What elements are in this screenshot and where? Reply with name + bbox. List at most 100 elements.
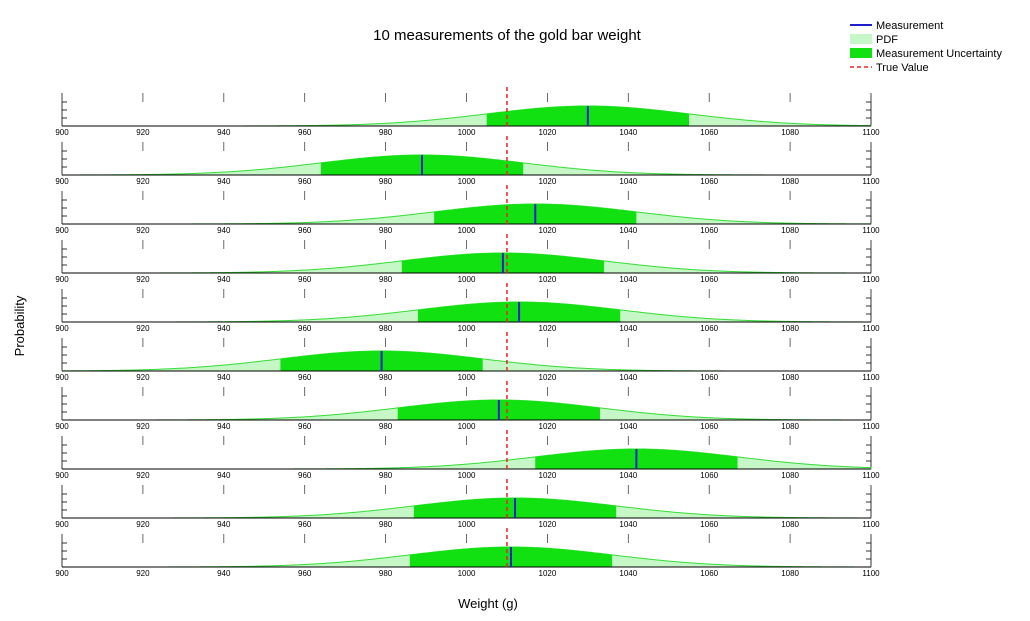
x-tick-label: 900: [55, 422, 69, 431]
x-tick-label: 1020: [539, 520, 557, 529]
x-tick-label: 1100: [862, 471, 880, 480]
x-tick-label: 960: [298, 569, 312, 578]
legend-label: Measurement Uncertainty: [876, 48, 1002, 60]
x-tick-label: 1060: [700, 275, 718, 284]
x-tick-label: 1060: [700, 324, 718, 333]
x-tick-label: 960: [298, 324, 312, 333]
x-tick-label: 1020: [539, 177, 557, 186]
panel-7: 900 920 940 960 980 1000 1020 1040 1060 1080 1100: [55, 381, 880, 431]
panel-4: 900 920 940 960 980 1000 1020 1040 1060 1080 1100: [55, 234, 880, 284]
x-tick-label: 1000: [458, 520, 476, 529]
x-tick-label: 1040: [619, 520, 637, 529]
x-tick-label: 900: [55, 324, 69, 333]
x-tick-label: 1000: [458, 275, 476, 284]
x-tick-label: 940: [217, 324, 231, 333]
legend-label: True Value: [876, 62, 929, 74]
x-tick-label: 940: [217, 226, 231, 235]
panels: 900 920 940 960 980 1000 1020 1040 1060 1080 1100 9…: [55, 87, 880, 578]
x-tick-label: 940: [217, 373, 231, 382]
x-tick-label: 1080: [781, 422, 799, 431]
x-tick-label: 1080: [781, 373, 799, 382]
x-tick-label: 1020: [539, 275, 557, 284]
x-tick-label: 1060: [700, 422, 718, 431]
x-tick-label: 1060: [700, 128, 718, 137]
x-tick-label: 980: [379, 520, 393, 529]
x-tick-label: 1060: [700, 471, 718, 480]
x-tick-label: 960: [298, 471, 312, 480]
legend: Measurement PDF Measurement Uncertainty Tru…: [850, 20, 1002, 74]
x-tick-label: 1060: [700, 177, 718, 186]
x-tick-label: 1080: [781, 324, 799, 333]
x-tick-label: 940: [217, 128, 231, 137]
x-tick-label: 920: [136, 422, 150, 431]
x-tick-label: 1080: [781, 128, 799, 137]
x-tick-label: 940: [217, 177, 231, 186]
x-tick-label: 1060: [700, 226, 718, 235]
panel-8: 900 920 940 960 980 1000 1020 1040 1060 1080 1100: [55, 430, 880, 480]
x-tick-label: 1000: [458, 471, 476, 480]
panel-9: 900 920 940 960 980 1000 1020 1040 1060 1080 1100: [55, 479, 880, 529]
x-tick-label: 1100: [862, 226, 880, 235]
x-tick-label: 1060: [700, 373, 718, 382]
panel-10: 900 920 940 960 980 1000 1020 1040 1060 1080 1100: [55, 528, 880, 578]
x-tick-label: 980: [379, 128, 393, 137]
x-tick-label: 1020: [539, 373, 557, 382]
x-tick-label: 940: [217, 471, 231, 480]
x-tick-label: 960: [298, 373, 312, 382]
x-tick-label: 1080: [781, 226, 799, 235]
x-tick-label: 980: [379, 226, 393, 235]
x-tick-label: 1020: [539, 471, 557, 480]
x-tick-label: 1040: [619, 324, 637, 333]
x-tick-label: 1100: [862, 275, 880, 284]
x-tick-label: 980: [379, 177, 393, 186]
x-tick-label: 940: [217, 275, 231, 284]
x-tick-label: 980: [379, 569, 393, 578]
x-tick-label: 960: [298, 177, 312, 186]
x-tick-label: 1100: [862, 177, 880, 186]
x-tick-label: 1040: [619, 128, 637, 137]
x-tick-label: 900: [55, 471, 69, 480]
x-tick-label: 920: [136, 569, 150, 578]
x-tick-label: 1080: [781, 275, 799, 284]
panel-2: 900 920 940 960 980 1000 1020 1040 1060 1080 1100: [55, 136, 880, 186]
x-tick-label: 920: [136, 373, 150, 382]
x-tick-label: 1000: [458, 569, 476, 578]
y-axis-label: Probability: [12, 295, 27, 356]
x-tick-label: 1080: [781, 471, 799, 480]
x-tick-label: 1100: [862, 520, 880, 529]
x-tick-label: 900: [55, 520, 69, 529]
x-tick-label: 1040: [619, 177, 637, 186]
x-tick-label: 1040: [619, 275, 637, 284]
x-tick-label: 1020: [539, 226, 557, 235]
x-tick-label: 1000: [458, 422, 476, 431]
x-tick-label: 1020: [539, 324, 557, 333]
x-tick-label: 920: [136, 324, 150, 333]
x-tick-label: 1100: [862, 128, 880, 137]
panel-1: 900 920 940 960 980 1000 1020 1040 1060 1080 1100: [55, 87, 880, 137]
x-tick-label: 1080: [781, 569, 799, 578]
panel-6: 900 920 940 960 980 1000 1020 1040 1060 1080 1100: [55, 332, 880, 382]
x-tick-label: 1040: [619, 226, 637, 235]
x-tick-label: 1060: [700, 520, 718, 529]
x-tick-label: 920: [136, 520, 150, 529]
legend-label: Measurement: [876, 20, 943, 32]
chart-title: 10 measurements of the gold bar weight: [373, 27, 641, 44]
x-tick-label: 900: [55, 177, 69, 186]
x-tick-label: 1100: [862, 422, 880, 431]
x-axis-label: Weight (g): [458, 596, 518, 611]
x-tick-label: 900: [55, 128, 69, 137]
x-tick-label: 960: [298, 275, 312, 284]
x-tick-label: 960: [298, 128, 312, 137]
x-tick-label: 940: [217, 520, 231, 529]
legend-label: PDF: [876, 34, 898, 46]
x-tick-label: 1040: [619, 373, 637, 382]
panel-5: 900 920 940 960 980 1000 1020 1040 1060 1080 1100: [55, 283, 880, 333]
x-tick-label: 920: [136, 226, 150, 235]
x-tick-label: 1080: [781, 177, 799, 186]
x-tick-label: 940: [217, 569, 231, 578]
x-tick-label: 980: [379, 324, 393, 333]
x-tick-label: 980: [379, 471, 393, 480]
x-tick-label: 980: [379, 373, 393, 382]
x-tick-label: 900: [55, 569, 69, 578]
